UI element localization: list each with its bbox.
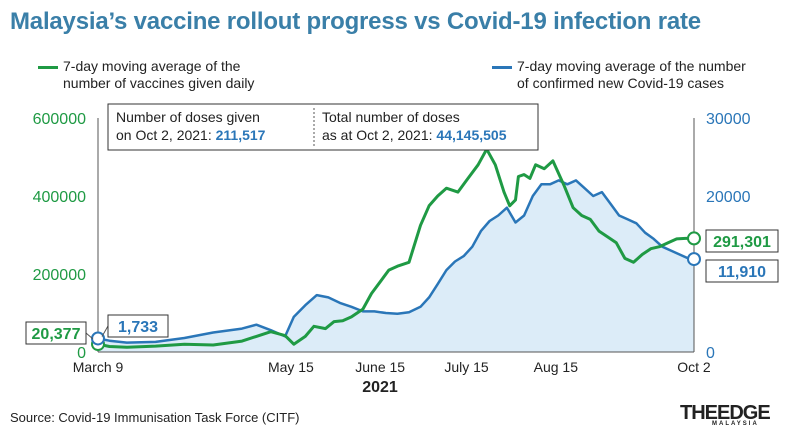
publisher-logo: THEEDGE MALAYSIA	[680, 402, 771, 427]
logo-text: THEEDGE	[680, 402, 771, 424]
callout-cases-start-label: 1,733	[118, 319, 158, 336]
info-total-label-line1: Total number of doses	[322, 109, 460, 125]
logo-subtext: MALAYSIA	[712, 421, 759, 427]
y-left-tick-label: 600000	[33, 111, 86, 128]
cases-end-marker	[687, 252, 701, 267]
info-total-label-line2: as at Oct 2, 2021: 44,145,505	[322, 127, 507, 143]
x-tick-label: June 15	[355, 359, 405, 375]
legend-cases-line1: 7-day moving average of the number	[517, 58, 746, 74]
x-tick-label: Oct 2	[677, 359, 711, 375]
legend-vaccines-line2: number of vaccines given daily	[63, 75, 255, 91]
legend-vaccines-line1: 7-day moving average of the	[63, 58, 241, 74]
callout-vaccines-end-label: 291,301	[713, 234, 771, 251]
callout-cases-end-label: 11,910	[718, 264, 766, 281]
info-doses-label-line1: Number of doses given	[116, 109, 260, 125]
callout-vaccines-start-label: 20,377	[32, 326, 81, 343]
y-right-tick-label: 20000	[706, 189, 751, 206]
cases-start-marker	[91, 331, 105, 346]
legend-cases: 7-day moving average of the number of co…	[492, 58, 746, 92]
callout-cases-start-box	[107, 314, 169, 338]
source-note: Source: Covid-19 Immunisation Task Force…	[10, 410, 300, 425]
legend-vaccines-swatch	[38, 66, 58, 69]
legend-cases-swatch	[492, 66, 512, 69]
x-tick-label: March 9	[73, 359, 124, 375]
info-box	[107, 103, 539, 151]
x-tick-label: May 15	[268, 359, 314, 375]
y-left-tick-label: 0	[77, 345, 86, 362]
callout-cases-start-leader	[101, 325, 109, 337]
series-line-vaccines	[97, 147, 694, 349]
callout-vaccines-start-leader	[85, 332, 94, 340]
vaccines-end-marker	[687, 231, 701, 246]
x-tick-label: July 15	[444, 359, 489, 375]
info-doses-label-line2: on Oct 2, 2021: 211,517	[116, 127, 266, 143]
legend-cases-line2: of confirmed new Covid-19 cases	[517, 75, 724, 91]
y-right-tick-label: 0	[706, 345, 715, 362]
y-right-tick-label: 30000	[706, 111, 751, 128]
callout-vaccines-start-box	[25, 321, 87, 345]
legend-vaccines: 7-day moving average of the number of va…	[38, 58, 254, 92]
info-total-value: 44,145,505	[436, 127, 506, 143]
y-left-tick-label: 400000	[33, 189, 86, 206]
y-left-tick-label: 200000	[33, 267, 86, 284]
x-tick-label: Aug 15	[534, 359, 579, 375]
x-year-label: 2021	[362, 379, 398, 396]
callout-cases-end-box	[705, 259, 779, 283]
chart-title: Malaysia’s vaccine rollout progress vs C…	[10, 8, 701, 35]
callout-vaccines-end-box	[705, 229, 779, 253]
info-doses-value: 211,517	[216, 127, 266, 143]
cases-area-fill	[98, 180, 694, 352]
